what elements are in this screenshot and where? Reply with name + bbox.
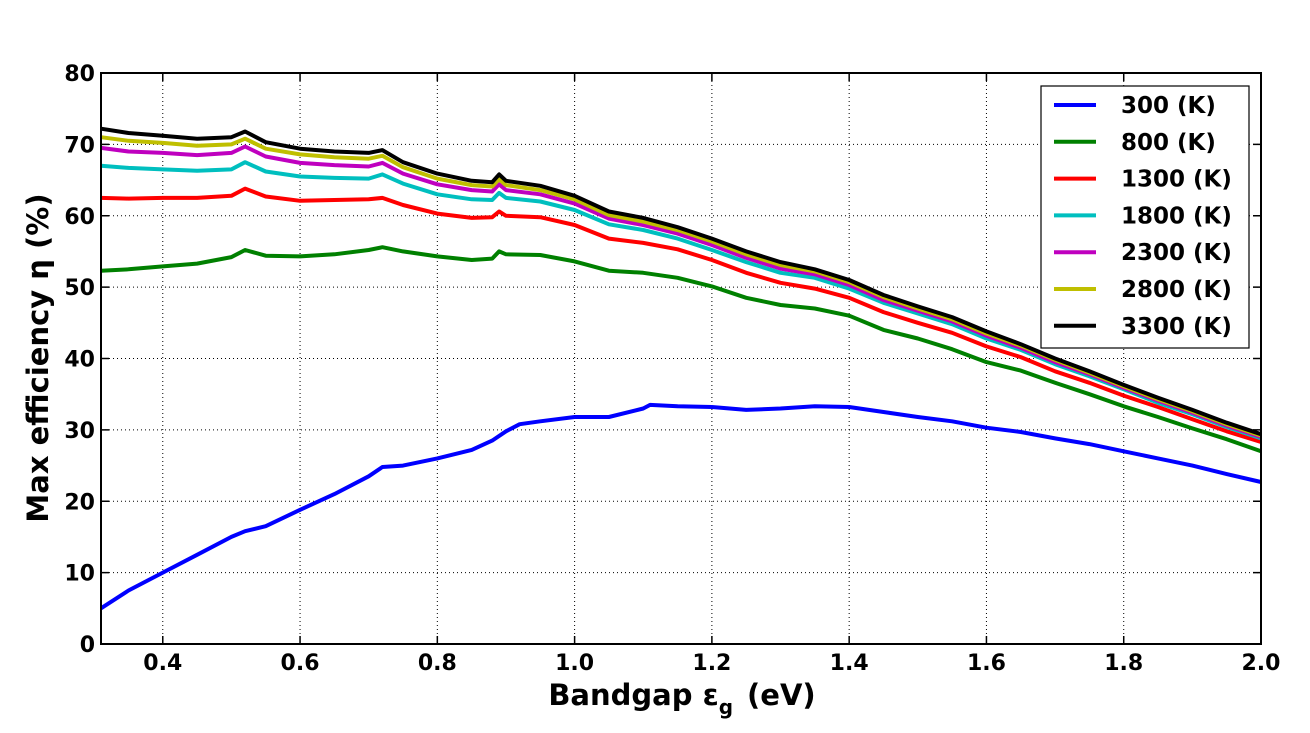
legend-label: 2800 (K) [1121, 277, 1232, 303]
y-tick-label: 70 [64, 133, 95, 158]
y-tick-label: 50 [64, 276, 95, 301]
x-axis-title-unit: (eV) [747, 678, 816, 712]
x-tick-label: 1.8 [1104, 651, 1143, 676]
x-axis-title-main: Bandgap ε [548, 678, 718, 712]
series-lines [99, 126, 1262, 610]
legend-label: 3300 (K) [1121, 314, 1232, 340]
series-line-800k [100, 245, 1262, 454]
x-tick-label: 2.0 [1242, 651, 1281, 676]
y-axis-title: Max efficiency η (%) [21, 193, 55, 522]
legend-label: 1300 (K) [1121, 167, 1232, 193]
x-tick-label: 1.2 [692, 651, 731, 676]
series-line-300k [99, 402, 1262, 610]
x-axis-title: Bandgap εg (eV) [548, 678, 815, 719]
series-line-1300k [100, 186, 1262, 444]
legend-label: 2300 (K) [1121, 240, 1232, 266]
x-axis-title-subscript: g [719, 695, 733, 719]
axis-ticks: 0.4 0.6 0.8 1.0 1.2 1.4 1.6 1.8 2.0 0 10 20 30 40 50 60… [64, 62, 1280, 676]
legend: 300 (K) 800 (K) 1300 (K) 1800 (K) 2300 (K) 28… [1040, 85, 1250, 349]
y-tick-label: 40 [64, 348, 95, 373]
x-tick-label: 0.6 [281, 651, 320, 676]
legend-label: 300 (K) [1121, 93, 1216, 119]
x-tick-label: 1.4 [830, 651, 869, 676]
y-tick-label: 10 [64, 562, 95, 587]
series-line-2300k [100, 144, 1262, 439]
legend-label: 800 (K) [1121, 130, 1216, 156]
x-tick-label: 0.8 [418, 651, 457, 676]
x-tick-label: 1.6 [967, 651, 1006, 676]
legend-label: 1800 (K) [1121, 203, 1232, 229]
x-tick-label: 1.0 [555, 651, 594, 676]
y-tick-label: 20 [64, 490, 95, 515]
y-tick-label: 60 [64, 205, 95, 230]
x-tick-label: 0.4 [143, 651, 182, 676]
y-tick-label: 0 [80, 633, 95, 658]
series-line-3300k [100, 126, 1262, 437]
y-tick-label: 30 [64, 419, 95, 444]
y-tick-label: 80 [64, 62, 95, 87]
